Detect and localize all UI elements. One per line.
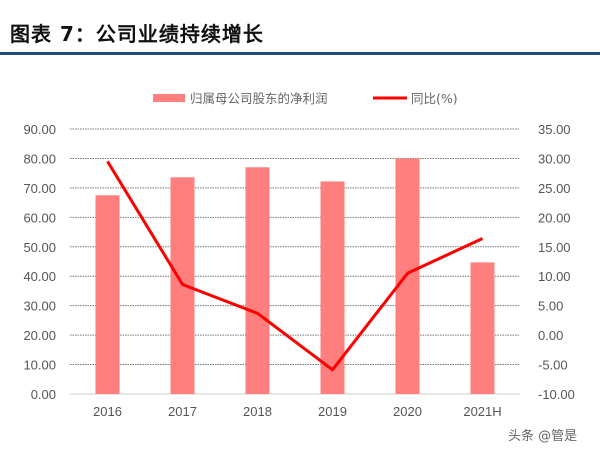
x-axis-label: 2016 bbox=[93, 404, 122, 419]
right-axis-tick: 5.00 bbox=[538, 299, 563, 314]
x-axis-label: 2018 bbox=[243, 404, 272, 419]
right-axis-tick: 30.00 bbox=[538, 151, 571, 166]
left-axis-tick: 40.00 bbox=[23, 269, 56, 284]
right-axis-tick: 20.00 bbox=[538, 210, 571, 225]
right-axis-tick: 15.00 bbox=[538, 240, 571, 255]
left-axis-tick: 30.00 bbox=[23, 299, 56, 314]
left-axis-tick: 70.00 bbox=[23, 181, 56, 196]
page-title: 图表 7：公司业绩持续增长 bbox=[10, 22, 264, 46]
x-axis-label: 2020 bbox=[393, 404, 422, 419]
left-axis-tick: 0.00 bbox=[31, 387, 56, 402]
left-axis-tick: 80.00 bbox=[23, 151, 56, 166]
watermark: 头条 @管是 bbox=[508, 428, 577, 444]
right-axis-tick: -10.00 bbox=[538, 387, 575, 402]
left-axis-tick: 10.00 bbox=[23, 358, 56, 373]
yoy-line bbox=[106, 160, 484, 372]
left-axis-tick: 20.00 bbox=[23, 328, 56, 343]
bar bbox=[395, 158, 420, 394]
right-axis-tick: 10.00 bbox=[538, 269, 571, 284]
x-axis-label: 2017 bbox=[168, 404, 197, 419]
x-axis-label: 2021H bbox=[463, 404, 501, 419]
left-axis-tick: 50.00 bbox=[23, 240, 56, 255]
x-axis-label: 2019 bbox=[318, 404, 347, 419]
right-axis-tick: 35.00 bbox=[538, 122, 571, 137]
left-axis-tick: 60.00 bbox=[23, 210, 56, 225]
bar bbox=[470, 262, 495, 394]
left-axis-tick: 90.00 bbox=[23, 122, 56, 137]
legend-bar-label: 归属母公司股东的净利润 bbox=[190, 91, 328, 106]
right-axis-tick: 25.00 bbox=[538, 181, 571, 196]
legend-bar-swatch bbox=[153, 94, 185, 102]
title-divider bbox=[0, 52, 600, 55]
right-axis-tick: 0.00 bbox=[538, 328, 563, 343]
legend-line-label: 同比(%) bbox=[411, 91, 458, 106]
bar bbox=[95, 195, 120, 394]
bar bbox=[245, 167, 270, 394]
right-axis-tick: -5.00 bbox=[538, 358, 568, 373]
